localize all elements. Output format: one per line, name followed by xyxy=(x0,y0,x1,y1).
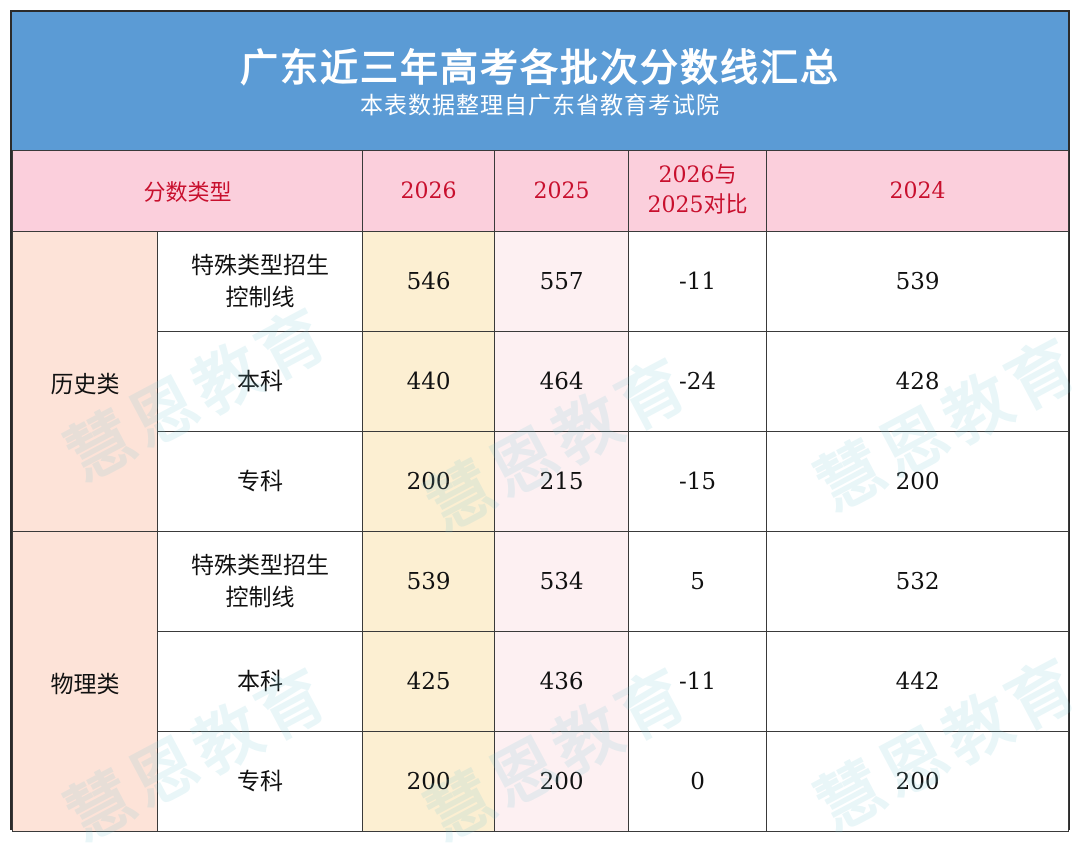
column-header-2026: 2026 xyxy=(362,150,496,232)
cell-diff: -11 xyxy=(628,631,768,732)
cell-2024: 428 xyxy=(766,331,1070,432)
cell-2026: 440 xyxy=(362,331,496,432)
cell-diff: -24 xyxy=(628,331,768,432)
column-header-compare-line1: 2026与 xyxy=(658,163,737,188)
cell-2026: 425 xyxy=(362,631,496,732)
row-label: 特殊类型招生 控制线 xyxy=(156,231,364,332)
table-row: 本科 425 436 -11 442 xyxy=(13,631,1070,732)
column-header-type: 分数类型 xyxy=(11,150,364,232)
cell-2025: 557 xyxy=(494,231,630,332)
cell-2024: 442 xyxy=(766,631,1070,732)
cell-2025: 436 xyxy=(494,631,630,732)
row-label: 专科 xyxy=(156,431,364,532)
column-header-2024: 2024 xyxy=(766,150,1070,232)
row-label: 专科 xyxy=(156,731,364,832)
cell-diff: 0 xyxy=(628,731,768,832)
table-header-row: 分数类型 2026 2025 2026与 2025对比 2024 xyxy=(11,150,1070,232)
cell-2025: 200 xyxy=(494,731,630,832)
row-label-line2: 控制线 xyxy=(225,584,295,611)
column-header-compare-line2: 2025对比 xyxy=(647,193,748,218)
group-label-history: 历史类 xyxy=(12,231,158,532)
cell-diff: 5 xyxy=(628,531,768,632)
cell-2025: 464 xyxy=(494,331,630,432)
table-row: 专科 200 200 0 200 xyxy=(13,731,1070,832)
cell-2026: 200 xyxy=(362,731,496,832)
cell-2026: 539 xyxy=(362,531,496,632)
cell-2025: 534 xyxy=(494,531,630,632)
cell-diff: -15 xyxy=(628,431,768,532)
cell-2024: 539 xyxy=(766,231,1070,332)
cell-2026: 546 xyxy=(362,231,496,332)
table-row: 专科 200 215 -15 200 xyxy=(13,431,1070,532)
score-table-sheet: 广东近三年高考各批次分数线汇总 本表数据整理自广东省教育考试院 分数类型 202… xyxy=(10,10,1080,856)
table-row: 本科 440 464 -24 428 xyxy=(13,331,1070,432)
page-title: 广东近三年高考各批次分数线汇总 xyxy=(239,45,840,90)
row-label: 本科 xyxy=(156,331,364,432)
table-row: 历史类 特殊类型招生 控制线 546 557 -11 539 xyxy=(12,231,1070,532)
cell-diff: -11 xyxy=(628,231,768,332)
table-row: 物理类 特殊类型招生 控制线 539 534 5 532 xyxy=(12,531,1070,832)
row-label-line1: 特殊类型招生 xyxy=(191,552,329,579)
row-label: 特殊类型招生 控制线 xyxy=(156,531,364,632)
cell-2024: 532 xyxy=(766,531,1070,632)
row-label-line2: 控制线 xyxy=(225,284,295,311)
title-banner: 广东近三年高考各批次分数线汇总 本表数据整理自广东省教育考试院 xyxy=(12,12,1068,152)
cell-2025: 215 xyxy=(494,431,630,532)
group-label-physics: 物理类 xyxy=(12,531,158,832)
page-subtitle: 本表数据整理自广东省教育考试院 xyxy=(360,93,720,119)
cell-2024: 200 xyxy=(766,431,1070,532)
cell-2024: 200 xyxy=(766,731,1070,832)
column-header-compare: 2026与 2025对比 xyxy=(628,150,768,232)
score-table: 分数类型 2026 2025 2026与 2025对比 2024 历史类 特殊类… xyxy=(11,150,1070,832)
column-header-2025: 2025 xyxy=(494,150,630,232)
cell-2026: 200 xyxy=(362,431,496,532)
row-label-line1: 特殊类型招生 xyxy=(191,252,329,279)
row-label: 本科 xyxy=(156,631,364,732)
